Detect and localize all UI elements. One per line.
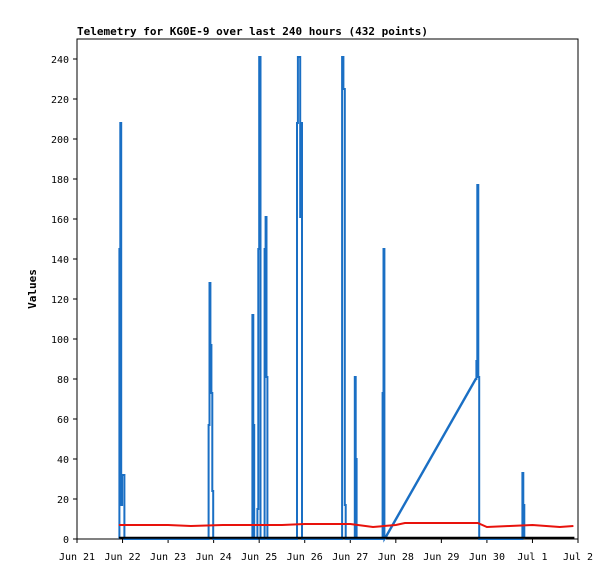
y-tick-label: 0 (63, 535, 69, 546)
x-tick-label: Jun 23 (150, 552, 186, 563)
series-line-1 (118, 56, 526, 543)
y-tick-label: 60 (57, 415, 69, 426)
x-tick-label: Jul 1 (517, 552, 547, 563)
series-connector-1 (384, 378, 477, 540)
x-tick-label: Jun 24 (196, 552, 232, 563)
y-axis-label: Values (26, 269, 39, 309)
series-layer (118, 56, 575, 543)
y-tick-label: 40 (57, 455, 69, 466)
x-tick-label: Jun 28 (378, 552, 414, 563)
y-tick-label: 220 (51, 95, 69, 106)
x-tick-label: Jun 21 (59, 552, 95, 563)
y-tick-label: 80 (57, 375, 69, 386)
y-tick-label: 200 (51, 135, 69, 146)
y-tick-label: 240 (51, 55, 69, 66)
series-line-2 (118, 522, 574, 529)
x-tick-label: Jun 27 (332, 552, 368, 563)
x-tick-label: Jun 30 (469, 552, 505, 563)
y-tick-label: 20 (57, 495, 69, 506)
x-tick-label: Jun 29 (423, 552, 459, 563)
y-axis-ticks: 0 20 40 60 80 100 120 140 160 180 200 220 240 (51, 55, 77, 546)
plot-area-frame (76, 38, 579, 540)
y-tick-label: 180 (51, 175, 69, 186)
x-tick-label: Jun 25 (241, 552, 277, 563)
y-tick-label: 140 (51, 255, 69, 266)
x-axis-ticks: Jun 21 Jun 22 Jun 23 Jun 24 Jun 25 Jun 26 Jun … (59, 539, 593, 563)
x-tick-label: Jun 22 (104, 552, 140, 563)
y-tick-label: 120 (51, 295, 69, 306)
x-tick-label: Jul 2 (563, 552, 593, 563)
y-tick-label: 160 (51, 215, 69, 226)
y-tick-label: 100 (51, 335, 69, 346)
x-tick-label: Jun 26 (287, 552, 323, 563)
chart-title: Telemetry for KG0E-9 over last 240 hours… (77, 25, 428, 38)
